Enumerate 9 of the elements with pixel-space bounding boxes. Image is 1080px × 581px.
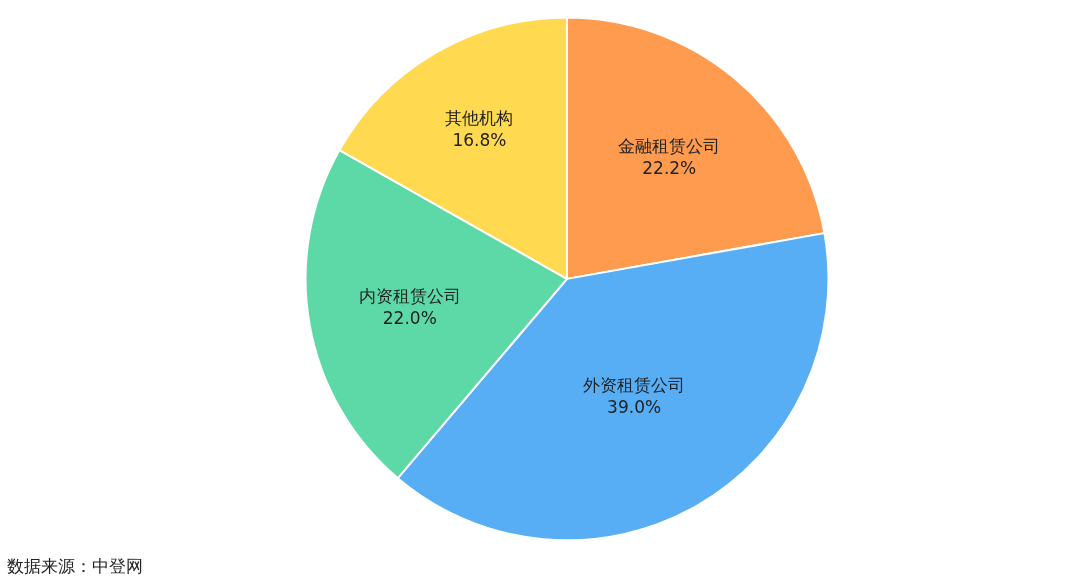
data-label: 39.0% bbox=[607, 396, 662, 417]
slice-label: 其他机构 bbox=[445, 107, 514, 128]
data-label: 22.0% bbox=[382, 307, 437, 328]
slice-label: 内资租赁公司 bbox=[358, 285, 461, 306]
slice-label: 外资租赁公司 bbox=[583, 374, 686, 395]
slice-label: 金融租赁公司 bbox=[618, 135, 721, 156]
data-label: 16.8% bbox=[452, 129, 507, 150]
data-label: 22.2% bbox=[642, 157, 697, 178]
source-note: 数据来源：中登网 bbox=[7, 556, 143, 576]
